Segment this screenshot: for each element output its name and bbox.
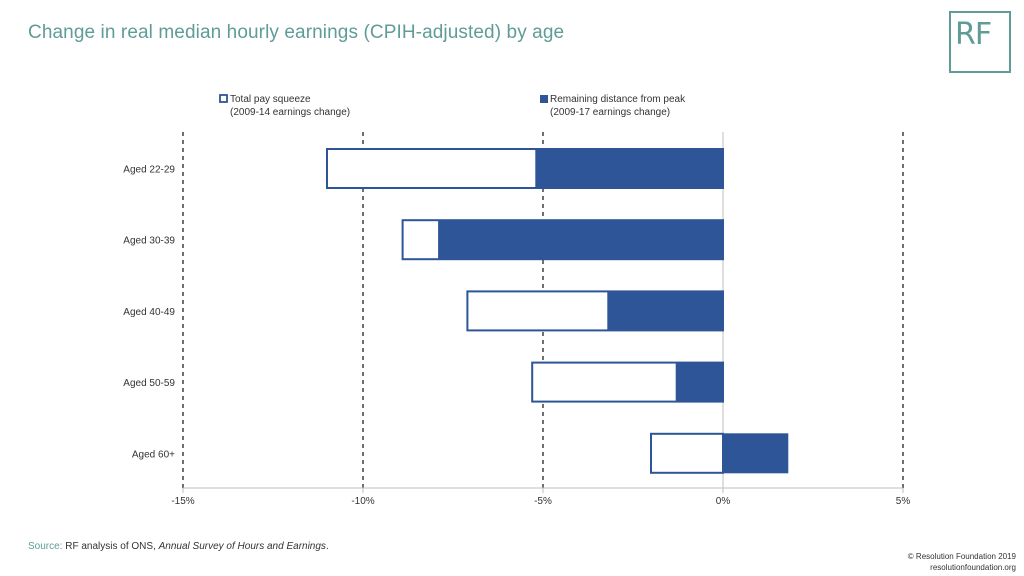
x-tick-label: -15% bbox=[171, 496, 194, 507]
logo-text: RF bbox=[955, 17, 992, 52]
website-line: resolutionfoundation.org bbox=[930, 563, 1016, 572]
legend-label: Remaining distance from peak bbox=[550, 94, 686, 105]
legend-label: Total pay squeeze bbox=[230, 94, 311, 105]
chart-title: Change in real median hourly earnings (C… bbox=[28, 22, 565, 43]
category-label: Aged 60+ bbox=[132, 449, 175, 460]
bar-remaining-distance bbox=[675, 362, 724, 403]
rf-logo: RF bbox=[949, 11, 1011, 73]
category-label: Aged 30-39 bbox=[123, 236, 175, 247]
category-label: Aged 40-49 bbox=[123, 307, 175, 318]
legend-sublabel: (2009-14 earnings change) bbox=[230, 107, 350, 118]
x-tick-label: -5% bbox=[534, 496, 552, 507]
copyright: © Resolution Foundation 2019 resolutionf… bbox=[908, 551, 1016, 573]
bar-remaining-distance bbox=[722, 433, 789, 474]
source-note: Source: RF analysis of ONS, Annual Surve… bbox=[28, 541, 329, 552]
category-label: Aged 50-59 bbox=[123, 378, 175, 389]
legend-swatch-filled bbox=[540, 95, 548, 103]
x-tick-label: 0% bbox=[716, 496, 731, 507]
source-label: Source: bbox=[28, 541, 63, 552]
bar-remaining-distance bbox=[535, 148, 724, 189]
x-tick-label: 5% bbox=[896, 496, 911, 507]
source-title: Annual Survey of Hours and Earnings bbox=[158, 541, 326, 552]
bar-remaining-distance bbox=[607, 290, 724, 331]
source-end: . bbox=[325, 541, 329, 552]
x-tick-label: -10% bbox=[351, 496, 374, 507]
bar-remaining-distance bbox=[438, 219, 724, 260]
legend-sublabel: (2009-17 earnings change) bbox=[550, 107, 670, 118]
source-text: RF analysis of ONS, bbox=[65, 541, 159, 552]
bar-total-pay-squeeze bbox=[650, 432, 724, 474]
copyright-line: © Resolution Foundation 2019 bbox=[907, 552, 1016, 561]
legend-swatch-outline bbox=[219, 94, 228, 103]
category-label: Aged 22-29 bbox=[123, 165, 175, 176]
